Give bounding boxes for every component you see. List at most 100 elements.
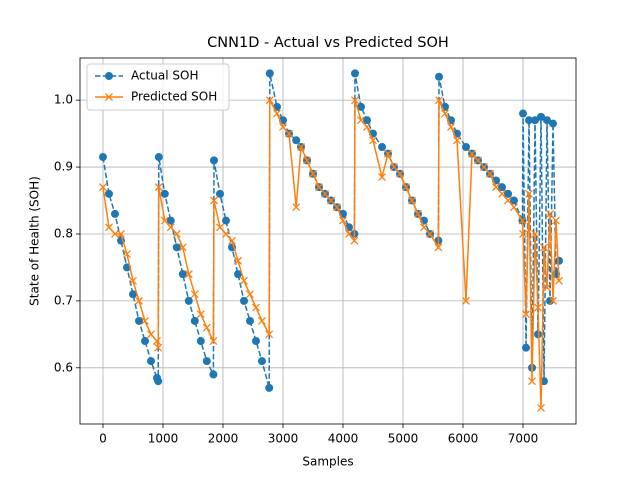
point [522, 343, 531, 352]
point [209, 156, 218, 165]
point [462, 142, 471, 151]
point [129, 276, 137, 285]
point [492, 183, 500, 192]
point [265, 96, 274, 105]
point [504, 196, 512, 205]
point [258, 316, 266, 325]
legend-marker [105, 93, 113, 101]
point [333, 203, 341, 212]
point [390, 163, 398, 172]
point [345, 230, 353, 238]
point [246, 290, 254, 299]
point [265, 330, 274, 339]
point [414, 209, 422, 218]
y-tick-label: 0.8 [54, 226, 73, 240]
x-tick-label: 2000 [208, 432, 239, 446]
x-tick-label: 5000 [388, 432, 419, 446]
point [351, 69, 360, 78]
point [315, 183, 323, 192]
point [234, 256, 242, 265]
point [525, 116, 534, 125]
point [363, 122, 371, 131]
x-tick-label: 3000 [268, 432, 299, 446]
point [154, 377, 163, 386]
point [435, 72, 444, 81]
point [504, 189, 513, 198]
point [239, 296, 248, 305]
point [549, 119, 558, 128]
point [111, 230, 119, 238]
y-tick-label: 1.0 [54, 93, 73, 107]
point [279, 122, 287, 131]
point [309, 169, 317, 178]
point [357, 116, 365, 125]
y-tick-label: 0.7 [54, 293, 73, 307]
point [99, 183, 107, 192]
point [135, 296, 143, 305]
point [147, 330, 155, 339]
point [160, 189, 169, 198]
point [153, 337, 161, 345]
x-tick-label: 4000 [328, 432, 359, 446]
point [166, 216, 175, 225]
point [351, 96, 359, 105]
point [339, 216, 347, 225]
point [240, 276, 248, 285]
point [146, 357, 155, 366]
point [202, 323, 211, 332]
chart-title: CNN1D - Actual vs Predicted SOH [207, 35, 449, 51]
point [384, 149, 392, 158]
point [265, 383, 274, 392]
point [453, 136, 461, 145]
point [510, 203, 518, 212]
plot-frame [79, 57, 577, 425]
point [327, 196, 335, 205]
point [140, 337, 149, 346]
point [321, 189, 329, 198]
point [123, 250, 131, 259]
point [154, 183, 163, 192]
point [98, 153, 107, 162]
point [134, 316, 143, 325]
point [525, 189, 533, 198]
legend-marker [105, 72, 113, 80]
point [297, 143, 305, 151]
point [104, 189, 113, 198]
point [534, 330, 543, 339]
point [537, 403, 545, 412]
point [528, 377, 536, 386]
point [357, 102, 366, 111]
point [184, 296, 193, 305]
point [474, 156, 482, 165]
point [209, 370, 218, 379]
point [531, 230, 539, 238]
series-line [102, 99, 560, 408]
point [537, 112, 546, 121]
x-axis-label: Samples [302, 455, 353, 469]
point [426, 230, 434, 238]
point [210, 196, 218, 205]
legend-label: Predicted SOH [131, 90, 217, 104]
point [531, 116, 540, 125]
point [510, 196, 519, 205]
point [110, 209, 119, 218]
point [546, 296, 555, 305]
point [154, 343, 163, 352]
point [396, 169, 404, 178]
point [350, 236, 359, 245]
y-tick-label: 0.6 [54, 360, 73, 374]
point [402, 183, 410, 192]
point [190, 316, 199, 325]
point [519, 109, 528, 118]
point [184, 270, 193, 279]
point [172, 230, 181, 238]
series [98, 69, 564, 392]
point [196, 310, 205, 319]
y-tick-label: 0.9 [54, 160, 73, 174]
point [303, 156, 311, 165]
point [202, 357, 211, 366]
series [99, 96, 563, 412]
point [546, 209, 554, 218]
point [435, 96, 443, 105]
point [363, 116, 372, 125]
